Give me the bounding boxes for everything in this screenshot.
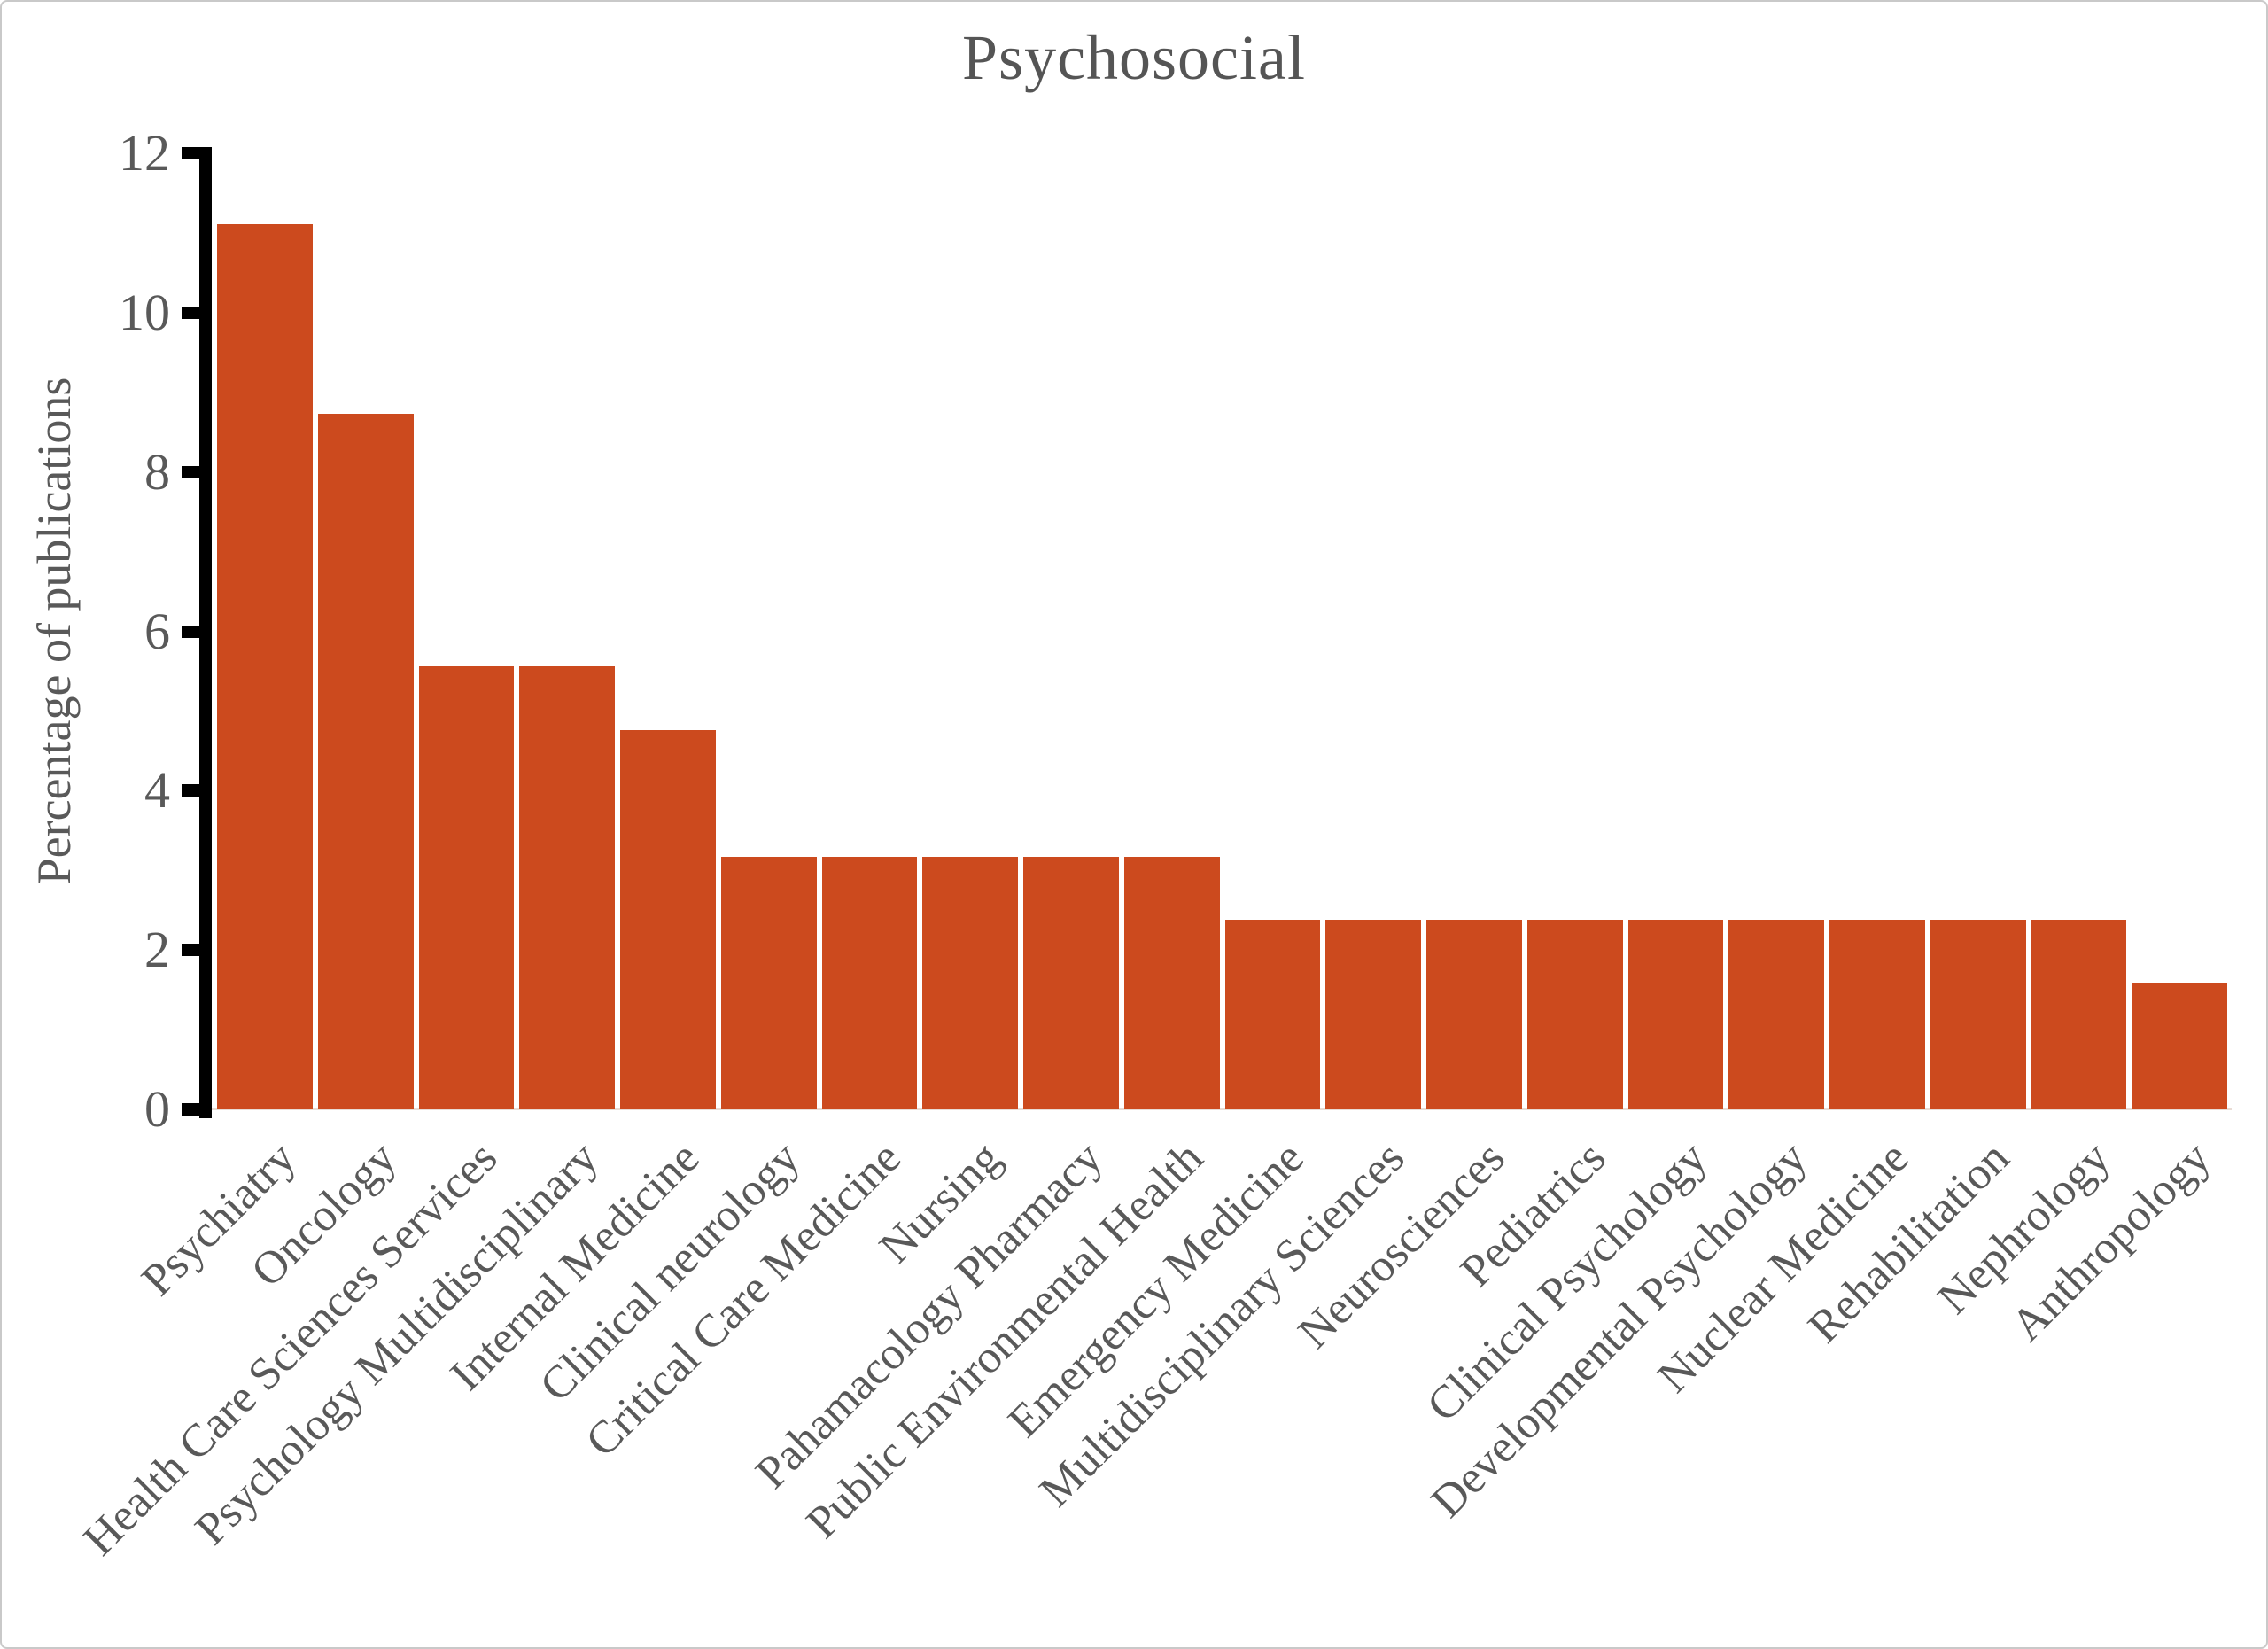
- bar: [217, 224, 313, 1109]
- bar: [720, 856, 817, 1109]
- bar: [1123, 856, 1220, 1109]
- bar: [922, 856, 1018, 1109]
- x-category-label: Nuclear Medicine: [1648, 1132, 1918, 1403]
- x-category-label: Nephrology: [1928, 1132, 2120, 1324]
- y-tick-mark: [182, 1103, 212, 1116]
- bar: [317, 414, 414, 1109]
- x-category-label: Emergency Medicine: [998, 1132, 1314, 1448]
- bar: [1023, 856, 1119, 1109]
- y-tick-mark: [182, 306, 212, 319]
- bar: [1728, 920, 1824, 1109]
- bar: [1224, 920, 1321, 1109]
- x-category-label: Public Environmental Health: [796, 1132, 1213, 1549]
- x-category-label: Psychology Multidisciplinary: [185, 1132, 609, 1555]
- x-axis-baseline: [212, 1108, 2232, 1110]
- bar: [1426, 920, 1522, 1109]
- x-category-label: Oncology: [242, 1132, 407, 1297]
- x-category-label: Neurosciences: [1289, 1132, 1515, 1358]
- x-category-label: Critical Care Medicine: [576, 1132, 911, 1467]
- x-category-label: Clinical Psychology: [1417, 1132, 1717, 1432]
- x-category-label: Health Care Sciences Services: [74, 1132, 508, 1566]
- y-tick-mark: [182, 944, 212, 957]
- x-category-label: Nursing: [870, 1132, 1012, 1273]
- x-category-label: Rehabilitation: [1798, 1132, 2019, 1353]
- x-category-label: Pahamacology Pharmacy: [745, 1132, 1112, 1498]
- bars-layer: [214, 153, 2230, 1109]
- x-category-label: Internal Medicine: [440, 1132, 709, 1401]
- bar: [519, 666, 615, 1109]
- bar: [821, 856, 918, 1109]
- bar: [1829, 920, 1925, 1109]
- chart-title: Psychosocial: [962, 22, 1306, 93]
- x-category-label: Clinical neurology: [530, 1132, 810, 1412]
- y-tick-label: 4: [144, 761, 170, 820]
- y-tick-label: 8: [144, 442, 170, 501]
- y-tick-label: 0: [144, 1080, 170, 1138]
- y-tick-label: 10: [119, 283, 170, 341]
- bar: [1930, 920, 2026, 1109]
- bar: [1325, 920, 1421, 1109]
- y-tick-label: 2: [144, 921, 170, 979]
- bar: [2031, 920, 2127, 1109]
- y-tick-mark: [182, 625, 212, 638]
- x-category-label: Psychiatry: [132, 1132, 306, 1306]
- bar: [620, 730, 716, 1109]
- y-tick-mark: [182, 465, 212, 478]
- y-tick-mark: [182, 147, 212, 159]
- x-category-label: Anthropology: [2001, 1132, 2221, 1351]
- bar: [418, 666, 515, 1109]
- y-tick-label: 6: [144, 602, 170, 660]
- y-tick-mark: [182, 784, 212, 797]
- x-category-label: Pediatrics: [1451, 1132, 1616, 1297]
- x-category-label: Multidisciplinary Sciences: [1029, 1132, 1415, 1517]
- bar: [2132, 983, 2227, 1109]
- y-tick-label: 12: [119, 124, 170, 182]
- bar: [1627, 920, 1724, 1109]
- x-category-label: Developmental Psychology: [1422, 1132, 1818, 1528]
- bar: [1526, 920, 1623, 1109]
